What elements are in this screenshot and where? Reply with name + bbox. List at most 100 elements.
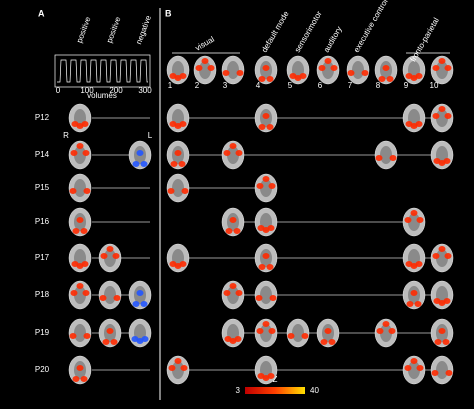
activation <box>229 143 237 149</box>
activation <box>179 73 187 79</box>
activation <box>432 253 440 259</box>
activation <box>405 121 413 127</box>
activation <box>415 121 423 127</box>
activation <box>83 188 91 194</box>
subject-label: P20 <box>35 365 50 374</box>
waveform-frame <box>54 54 151 88</box>
component-number: 8 <box>376 81 381 90</box>
brain-detail <box>292 324 304 342</box>
activation <box>140 161 148 167</box>
activation <box>257 373 265 379</box>
activation <box>415 261 423 267</box>
activation <box>443 158 451 164</box>
activation <box>258 76 266 82</box>
activation <box>80 376 88 382</box>
activation <box>262 65 270 71</box>
activation <box>324 328 332 334</box>
activation <box>405 261 413 267</box>
activation <box>224 336 232 342</box>
activation <box>69 333 77 339</box>
component-number: 10 <box>430 81 439 90</box>
activation <box>414 301 422 307</box>
activation <box>169 121 177 127</box>
activation <box>233 228 241 234</box>
brain-detail <box>199 61 211 79</box>
activation <box>301 333 309 339</box>
activation <box>76 143 84 149</box>
brain-detail <box>227 61 239 79</box>
activation <box>110 339 118 345</box>
activation <box>195 65 203 71</box>
activation <box>410 358 418 364</box>
component-number: 6 <box>318 81 323 90</box>
activation <box>256 183 264 189</box>
brain-detail <box>74 146 86 164</box>
activation <box>174 150 182 156</box>
activation <box>434 339 442 345</box>
activation <box>71 261 79 267</box>
colorbar-max: 40 <box>310 386 319 395</box>
activation <box>330 65 338 71</box>
activation <box>70 290 78 296</box>
activation <box>268 328 276 334</box>
activation <box>236 70 244 76</box>
activation <box>262 113 270 119</box>
brain-detail <box>260 324 272 342</box>
waveform <box>57 59 148 83</box>
activation <box>106 328 114 334</box>
brain-detail <box>227 286 239 304</box>
brain-detail <box>436 61 448 79</box>
brain-detail <box>436 361 448 379</box>
activation <box>132 161 140 167</box>
component-number: 7 <box>348 81 353 90</box>
activation <box>266 76 274 82</box>
activation <box>289 73 297 79</box>
activation <box>140 301 148 307</box>
subject-label: P12 <box>35 113 50 122</box>
component-number: 4 <box>256 81 261 90</box>
activation <box>443 298 451 304</box>
activation <box>69 188 77 194</box>
brain-detail <box>74 324 86 342</box>
activation <box>235 150 243 156</box>
activation <box>431 370 439 376</box>
activation <box>167 188 175 194</box>
component-number: 2 <box>195 81 200 90</box>
activation <box>82 150 90 156</box>
activation <box>179 261 187 267</box>
activation <box>258 124 266 130</box>
activation <box>432 65 440 71</box>
activation <box>70 150 78 156</box>
activation <box>81 261 89 267</box>
hemisphere-label: R <box>63 131 69 140</box>
activation <box>410 210 418 216</box>
activation <box>179 121 187 127</box>
brain-detail <box>380 146 392 164</box>
activation <box>235 290 243 296</box>
activation <box>262 176 270 182</box>
activation <box>382 321 390 327</box>
activation <box>262 253 270 259</box>
panel-label: B <box>165 8 172 18</box>
activation <box>258 264 266 270</box>
activation <box>168 365 176 371</box>
subject-label: P18 <box>35 290 50 299</box>
subject-label: P14 <box>35 150 50 159</box>
activation <box>324 58 332 64</box>
activation <box>438 328 446 334</box>
component-number: 1 <box>168 81 173 90</box>
brain-detail <box>408 361 420 379</box>
activation <box>444 253 452 259</box>
activation <box>72 228 80 234</box>
tick-label: 100 <box>80 86 94 95</box>
colorbar-label: Z <box>273 375 278 384</box>
brain-detail <box>436 249 448 267</box>
activation <box>169 73 177 79</box>
activation <box>223 290 231 296</box>
activation <box>180 365 188 371</box>
activation <box>262 321 270 327</box>
activation <box>444 113 452 119</box>
activation <box>269 295 277 301</box>
activation <box>222 70 230 76</box>
activation <box>438 58 446 64</box>
